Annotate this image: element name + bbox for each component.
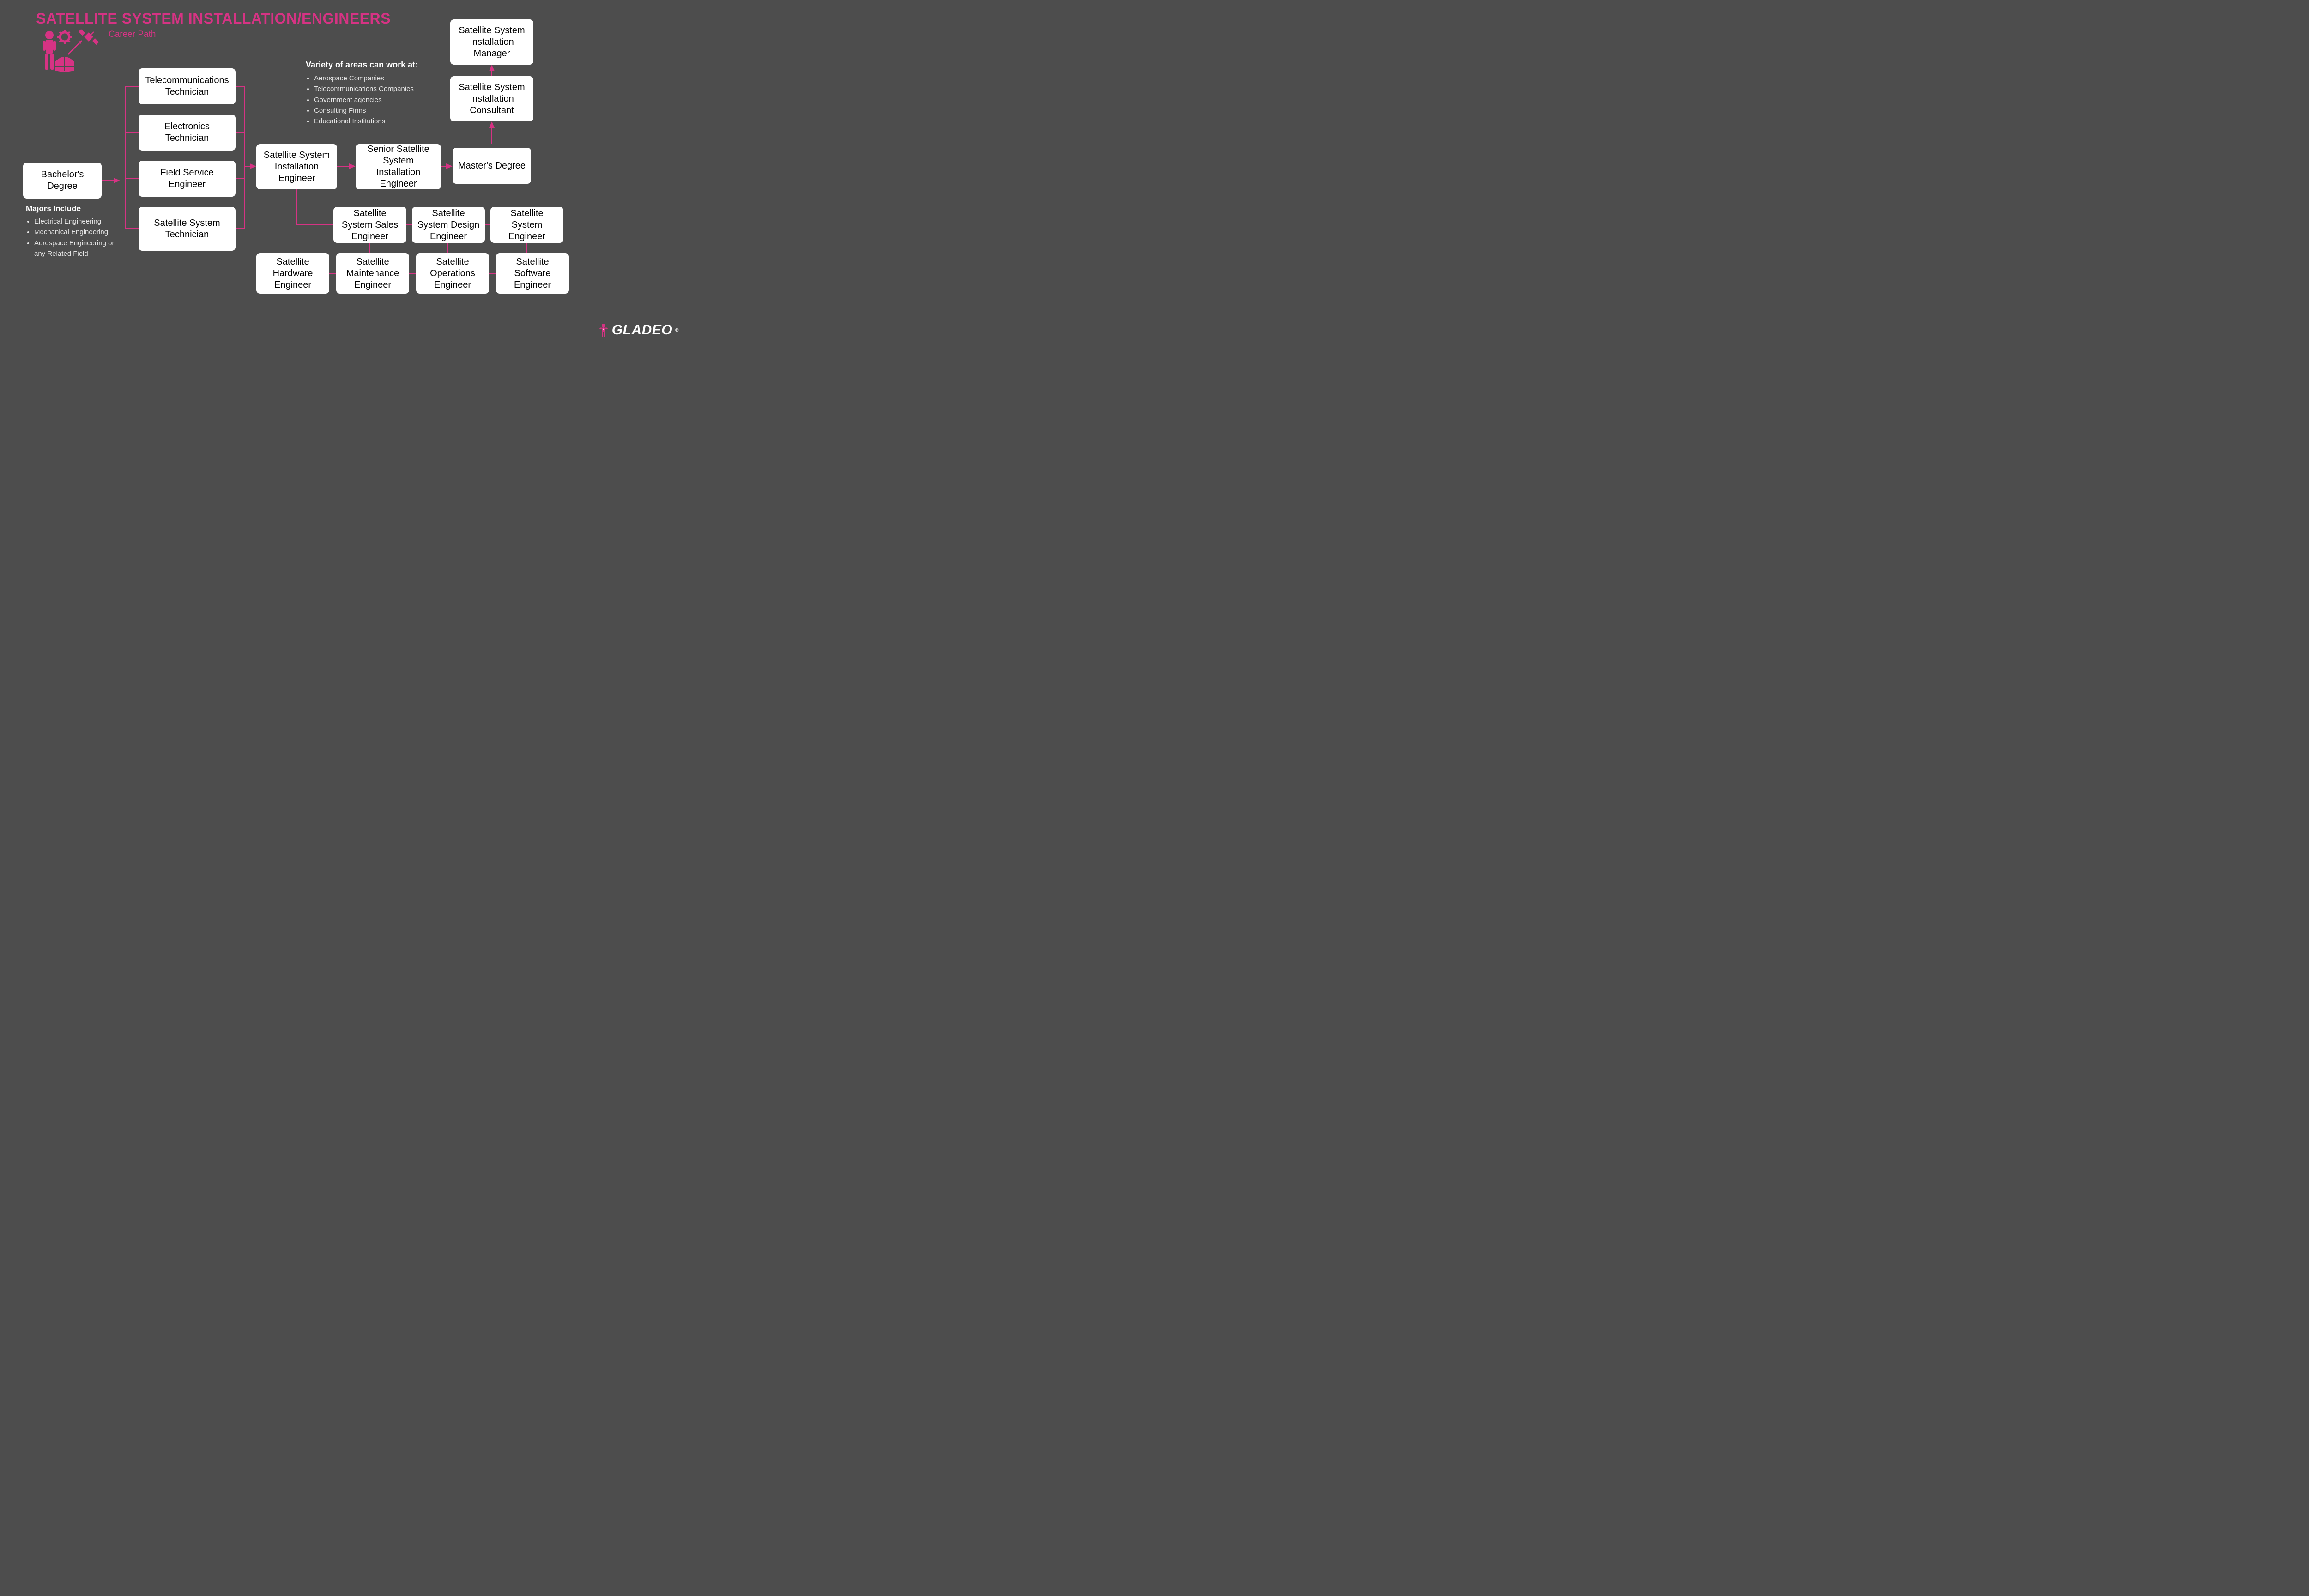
node-consultant: Satellite System Installation Consultant xyxy=(450,76,533,121)
node-label: Master's Degree xyxy=(458,160,526,172)
node-label: Satellite Software Engineer xyxy=(501,256,564,291)
node-label: Satellite System Installation Engineer xyxy=(261,150,332,184)
worker-satellite-icon xyxy=(39,27,102,78)
node-operations: Satellite Operations Engineer xyxy=(416,253,489,294)
list-item: Mechanical Engineering xyxy=(34,227,123,237)
node-label: Satellite System Installation Manager xyxy=(455,25,529,60)
list-item: Educational Institutions xyxy=(314,116,435,127)
brand-name: GLADEO xyxy=(612,322,672,338)
node-bachelors: Bachelor's Degree xyxy=(23,163,102,199)
node-label: Satellite Hardware Engineer xyxy=(261,256,325,291)
node-hardware: Satellite Hardware Engineer xyxy=(256,253,329,294)
list-item: Consulting Firms xyxy=(314,105,435,116)
node-sattech: Satellite System Technician xyxy=(139,207,236,251)
node-manager: Satellite System Installation Manager xyxy=(450,19,533,65)
node-masters: Master's Degree xyxy=(453,148,531,184)
connector-lines xyxy=(0,0,693,346)
infographic-canvas: SATELLITE SYSTEM INSTALLATION/ENGINEERS … xyxy=(0,0,693,346)
node-label: Satellite System Installation Consultant xyxy=(455,82,529,116)
brand-logo: G GLADEO ® xyxy=(598,322,679,338)
node-telecom: Telecommunications Technician xyxy=(139,68,236,104)
node-label: Satellite System Technician xyxy=(143,218,231,241)
node-label: Telecommunications Technician xyxy=(143,75,231,98)
node-label: Field Service Engineer xyxy=(143,167,231,190)
node-electronics: Electronics Technician xyxy=(139,115,236,151)
node-sysengineer: Satellite System Engineer xyxy=(490,207,563,243)
node-label: Satellite System Sales Engineer xyxy=(338,208,402,242)
list-item: Government agencies xyxy=(314,95,435,105)
node-label: Satellite System Design Engineer xyxy=(417,208,480,242)
brand-figure-icon: G xyxy=(598,323,609,337)
areas-list: Aerospace Companies Telecommunications C… xyxy=(306,73,435,127)
node-label: Electronics Technician xyxy=(143,121,231,144)
node-label: Satellite Operations Engineer xyxy=(421,256,484,291)
svg-text:G: G xyxy=(603,328,604,331)
node-label: Senior Satellite System Installation Eng… xyxy=(360,144,436,190)
list-item: Aerospace Engineering or any Related Fie… xyxy=(34,238,123,260)
node-label: Satellite Maintenance Engineer xyxy=(341,256,405,291)
node-label: Bachelor's Degree xyxy=(28,169,97,192)
list-item: Aerospace Companies xyxy=(314,73,435,84)
node-maintenance: Satellite Maintenance Engineer xyxy=(336,253,409,294)
areas-heading: Variety of areas can work at: xyxy=(306,60,418,70)
majors-list: Electrical Engineering Mechanical Engine… xyxy=(26,216,123,259)
majors-heading: Majors Include xyxy=(26,204,81,213)
list-item: Electrical Engineering xyxy=(34,216,123,227)
node-label: Satellite System Engineer xyxy=(495,208,559,242)
node-sales: Satellite System Sales Engineer xyxy=(333,207,406,243)
node-design: Satellite System Design Engineer xyxy=(412,207,485,243)
node-field: Field Service Engineer xyxy=(139,161,236,197)
page-title: SATELLITE SYSTEM INSTALLATION/ENGINEERS xyxy=(36,10,391,27)
node-software: Satellite Software Engineer xyxy=(496,253,569,294)
node-installer: Satellite System Installation Engineer xyxy=(256,144,337,189)
list-item: Telecommunications Companies xyxy=(314,84,435,94)
page-subtitle: Career Path xyxy=(109,30,156,40)
brand-reg: ® xyxy=(675,328,679,333)
node-senior: Senior Satellite System Installation Eng… xyxy=(356,144,441,189)
